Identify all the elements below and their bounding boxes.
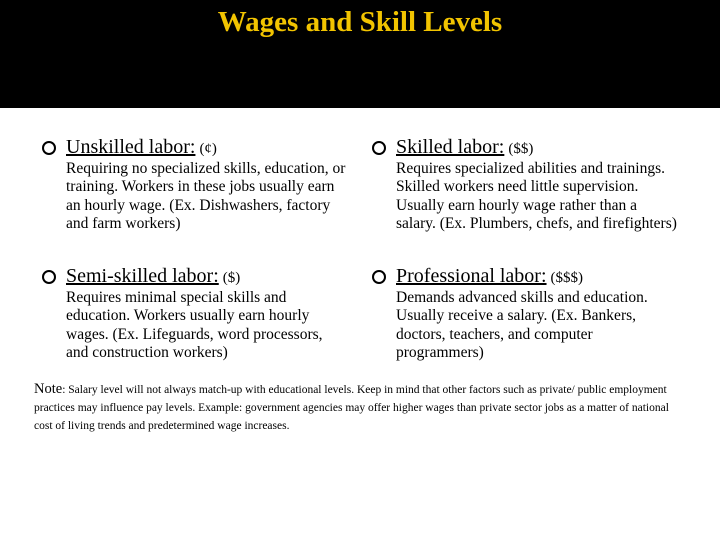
item-symbol: ($) <box>223 270 241 286</box>
title-bar: Wages and Skill Levels <box>0 0 720 108</box>
footnote: Note: Salary level will not always match… <box>0 362 720 434</box>
item-heading: Professional labor: <box>396 265 547 287</box>
item-symbol: (¢) <box>199 141 217 157</box>
note-label: Note <box>34 381 62 397</box>
content-grid: Unskilled labor: (¢) Requiring no specia… <box>0 108 720 362</box>
item-semi-skilled: Semi-skilled labor: ($) Requires minimal… <box>42 265 348 362</box>
item-symbol: ($$) <box>508 141 533 157</box>
item-content: Professional labor: ($$$) Demands advanc… <box>396 265 678 362</box>
item-professional: Professional labor: ($$$) Demands advanc… <box>372 265 678 362</box>
item-body: Requires specialized abilities and train… <box>396 160 678 233</box>
item-body: Requiring no specialized skills, educati… <box>66 160 348 233</box>
item-heading: Semi-skilled labor: <box>66 265 219 287</box>
bullet-icon <box>372 141 386 155</box>
item-body: Requires minimal special skills and educ… <box>66 289 348 362</box>
item-heading: Unskilled labor: <box>66 136 195 158</box>
bullet-icon <box>372 270 386 284</box>
item-content: Skilled labor: ($$) Requires specialized… <box>396 136 678 233</box>
item-symbol: ($$$) <box>551 270 584 286</box>
item-content: Semi-skilled labor: ($) Requires minimal… <box>66 265 348 362</box>
bullet-icon <box>42 270 56 284</box>
item-heading: Skilled labor: <box>396 136 504 158</box>
item-skilled: Skilled labor: ($$) Requires specialized… <box>372 136 678 233</box>
item-content: Unskilled labor: (¢) Requiring no specia… <box>66 136 348 233</box>
page-title: Wages and Skill Levels <box>218 6 502 39</box>
bullet-icon <box>42 141 56 155</box>
item-unskilled: Unskilled labor: (¢) Requiring no specia… <box>42 136 348 233</box>
item-body: Demands advanced skills and education. U… <box>396 289 678 362</box>
note-text: : Salary level will not always match-up … <box>34 384 669 432</box>
